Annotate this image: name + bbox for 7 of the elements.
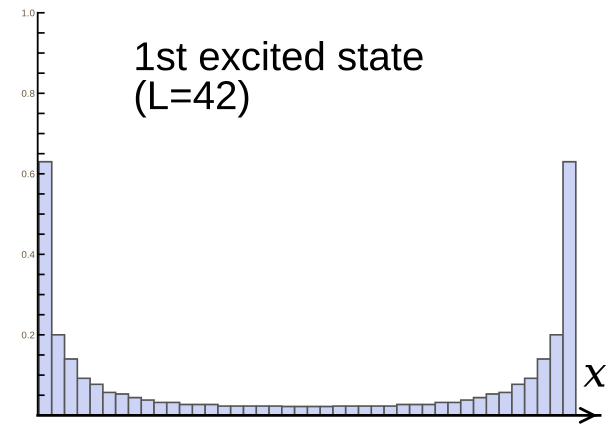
annotation: 1st excited state (L=42)	[136, 40, 423, 118]
y-tick-label: 0.8	[22, 90, 34, 97]
y-tick-label: 0.2	[22, 332, 34, 338]
x-axis-title: x	[583, 364, 606, 387]
y-tick-label: 0.4	[22, 251, 35, 258]
y-tick-label: 0.6	[22, 170, 34, 178]
y-tick-label: 1.0	[22, 10, 35, 16]
